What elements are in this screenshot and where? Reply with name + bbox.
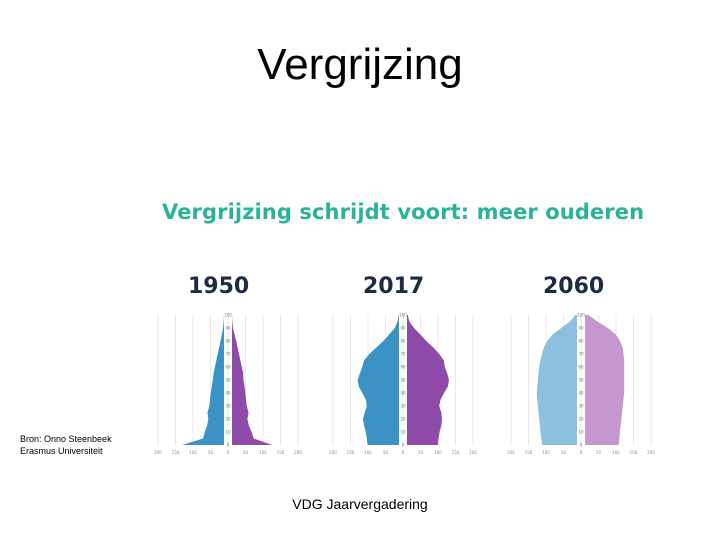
age-tick-label-2060-50: 50 <box>578 378 584 383</box>
age-tick-label-2060-80: 80 <box>578 339 584 344</box>
x-tick-label-1950-1: 150 <box>172 450 180 455</box>
x-tick-label-1950-3: 50 <box>208 450 214 455</box>
age-tick-label-2017-100: 100 <box>399 313 407 318</box>
male-series-2017 <box>357 315 399 445</box>
x-tick-label-1950-7: 150 <box>277 450 285 455</box>
x-tick-label-2060-4: 0 <box>580 450 583 455</box>
age-tick-label-1950-0: 0 <box>227 443 230 448</box>
age-tick-label-2017-60: 60 <box>400 365 406 370</box>
age-tick-label-2060-100: 100 <box>577 313 585 318</box>
age-tick-label-1950-30: 30 <box>225 404 231 409</box>
x-tick-label-2017-6: 100 <box>434 450 442 455</box>
age-tick-label-2060-90: 90 <box>578 326 584 331</box>
x-tick-label-1950-2: 100 <box>189 450 197 455</box>
male-series-2060 <box>536 315 577 445</box>
age-tick-label-2017-70: 70 <box>400 352 406 357</box>
x-tick-label-2017-2: 100 <box>364 450 372 455</box>
age-tick-label-1950-100: 100 <box>224 313 232 318</box>
age-tick-label-1950-90: 90 <box>225 326 231 331</box>
x-tick-label-2060-5: 50 <box>596 450 602 455</box>
female-series-1950 <box>232 315 273 445</box>
footer-text: VDG Jaarvergadering <box>292 496 428 512</box>
age-tick-label-2017-50: 50 <box>400 378 406 383</box>
female-series-2060 <box>585 315 625 445</box>
age-tick-label-2060-60: 60 <box>578 365 584 370</box>
x-tick-label-2060-2: 100 <box>542 450 550 455</box>
age-tick-label-1950-60: 60 <box>225 365 231 370</box>
chart-title: Vergrijzing schrijdt voort: meer ouderen <box>162 200 645 224</box>
x-tick-label-2017-4: 0 <box>402 450 405 455</box>
age-tick-label-2060-10: 10 <box>578 430 584 435</box>
age-tick-label-2060-40: 40 <box>578 391 584 396</box>
year-label-2060: 2060 <box>543 274 605 299</box>
age-tick-label-2017-0: 0 <box>402 443 405 448</box>
age-tick-label-1950-10: 10 <box>225 430 231 435</box>
x-tick-label-2017-8: 200 <box>469 450 477 455</box>
age-tick-label-2060-30: 30 <box>578 404 584 409</box>
x-tick-label-2017-7: 150 <box>452 450 460 455</box>
year-label-1950: 1950 <box>188 274 250 299</box>
x-tick-label-2060-0: 200 <box>507 450 515 455</box>
x-tick-label-2060-8: 200 <box>647 450 655 455</box>
age-tick-label-2017-90: 90 <box>400 326 406 331</box>
age-tick-label-2060-70: 70 <box>578 352 584 357</box>
age-tick-label-1950-40: 40 <box>225 391 231 396</box>
x-tick-label-1950-0: 200 <box>154 450 162 455</box>
x-tick-label-2060-7: 150 <box>630 450 638 455</box>
x-tick-label-2060-6: 100 <box>612 450 620 455</box>
x-tick-label-2060-1: 150 <box>525 450 533 455</box>
age-tick-label-2017-80: 80 <box>400 339 406 344</box>
source-note: Bron: Onno Steenbeek Erasmus Universitei… <box>20 433 112 457</box>
age-tick-label-2017-10: 10 <box>400 430 406 435</box>
age-tick-label-2017-40: 40 <box>400 391 406 396</box>
age-tick-label-1950-20: 20 <box>225 417 231 422</box>
x-tick-label-2017-5: 50 <box>418 450 424 455</box>
source-line-2: Erasmus Universiteit <box>20 446 103 456</box>
age-tick-label-1950-50: 50 <box>225 378 231 383</box>
female-series-2017 <box>407 315 449 445</box>
x-tick-label-1950-8: 200 <box>294 450 302 455</box>
source-line-1: Bron: Onno Steenbeek <box>20 434 112 444</box>
male-series-1950 <box>182 315 224 445</box>
age-tick-label-2060-20: 20 <box>578 417 584 422</box>
x-tick-label-2017-1: 150 <box>347 450 355 455</box>
age-tick-label-2017-20: 20 <box>400 417 406 422</box>
slide-title: Vergrijzing <box>257 40 463 89</box>
age-tick-label-2060-0: 0 <box>580 443 583 448</box>
x-tick-label-1950-5: 50 <box>243 450 249 455</box>
age-tick-label-1950-80: 80 <box>225 339 231 344</box>
x-tick-label-2017-3: 50 <box>383 450 389 455</box>
x-tick-label-2060-3: 50 <box>561 450 567 455</box>
year-label-2017: 2017 <box>363 274 425 299</box>
population-pyramids-chart: 200 150 100 50 0 50 100 150 20001020304050607080… <box>154 313 655 456</box>
x-tick-label-1950-4: 0 <box>227 450 230 455</box>
x-tick-label-1950-6: 100 <box>259 450 267 455</box>
age-tick-label-1950-70: 70 <box>225 352 231 357</box>
age-tick-label-2017-30: 30 <box>400 404 406 409</box>
x-tick-label-2017-0: 200 <box>329 450 337 455</box>
